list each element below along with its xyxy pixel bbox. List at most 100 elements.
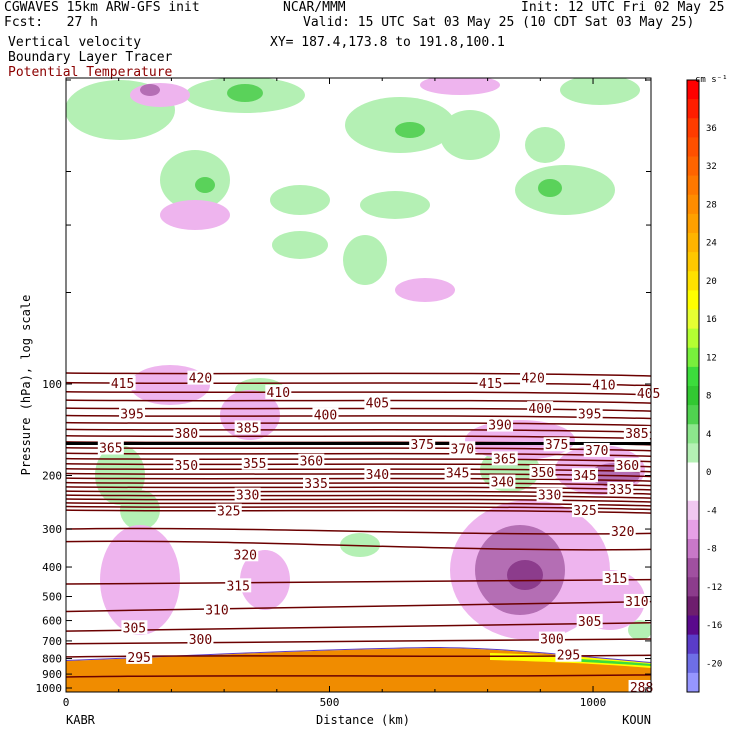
colorbar-tick-label: 36 (706, 124, 717, 134)
theta-label-bg (536, 487, 563, 502)
plot-frame (65, 77, 652, 693)
colorbar-swatch (687, 328, 699, 349)
theta-label-bg (538, 631, 565, 646)
theta-label-bg (364, 466, 391, 481)
init-time: Init: 12 UTC Fri 02 May 25 (521, 0, 725, 15)
theta-isentrope (66, 490, 651, 495)
theta-label: 420 (521, 372, 544, 387)
theta-isentrope (66, 463, 651, 468)
theta-label: 340 (366, 468, 389, 483)
field-potential-temperature: Potential Temperature (8, 65, 173, 80)
theta-label: 295 (127, 651, 150, 666)
colorbar-swatch (687, 672, 699, 693)
theta-label-bg (187, 631, 214, 646)
theta-label-bg (232, 547, 259, 562)
theta-label-bg (487, 417, 514, 432)
theta-label-bg (555, 647, 582, 662)
colorbar-swatch (687, 252, 699, 272)
theta-label: 325 (573, 504, 596, 519)
theta-label-bg (590, 377, 617, 392)
theta-label-bg (409, 437, 436, 452)
theta-label-bg (583, 442, 610, 457)
theta-label: 385 (625, 427, 648, 442)
theta-label-bg (635, 386, 662, 401)
colorbar-tick-label: -8 (706, 545, 717, 555)
theta-label-bg (614, 457, 641, 472)
theta-isentrope (66, 381, 651, 387)
y-tick-label: 500 (42, 590, 62, 603)
theta-label: 360 (300, 455, 323, 470)
theta-label: 400 (314, 409, 337, 424)
theta-label: 370 (451, 442, 474, 457)
colorbar-swatch (687, 80, 699, 100)
theta-label-bg (491, 451, 518, 466)
theta-label: 305 (123, 621, 146, 636)
theta-label-bg (609, 524, 636, 539)
theta-label: 395 (578, 408, 601, 423)
colorbar-swatch (687, 558, 699, 578)
colorbar-swatch (687, 596, 699, 616)
colorbar-tick-label: -12 (706, 583, 722, 593)
theta-isentrope (66, 638, 651, 645)
valid-time: Valid: 15 UTC Sat 03 May 25 (10 CDT Sat … (303, 15, 695, 30)
theta-isentrope (66, 435, 651, 440)
theta-isentrope (66, 578, 651, 585)
theta-label-bg (312, 407, 339, 422)
colorbar-tick-label: 12 (706, 353, 717, 363)
theta-label-bg (571, 503, 598, 518)
xy-endpoints: XY= 187.4,173.8 to 191.8,100.1 (270, 35, 505, 50)
colorbar-swatch (687, 405, 699, 425)
theta-label-bg (126, 649, 153, 664)
theta-isentrope (66, 527, 651, 535)
theta-label: 400 (528, 402, 551, 417)
colorbar-tick-label: 32 (706, 162, 717, 172)
theta-label-bg (234, 487, 261, 502)
y-tick-label: 100 (42, 378, 62, 391)
theta-label-bg (623, 593, 650, 608)
theta-label: 350 (531, 466, 554, 481)
y-tick-label: 400 (42, 561, 62, 574)
theta-label-bg (265, 384, 292, 399)
colorbar-swatch (687, 577, 699, 597)
colorbar-swatch (687, 462, 699, 483)
theta-label-bg (543, 437, 570, 452)
theta-label-bg (571, 468, 598, 483)
theta-label: 405 (637, 387, 660, 402)
colorbar-tick-label: -20 (706, 659, 722, 669)
theta-label: 415 (479, 377, 502, 392)
theta-label: 345 (446, 467, 469, 482)
field-boundary-layer-tracer: Boundary Layer Tracer (8, 50, 173, 65)
colorbar-swatch (687, 156, 699, 177)
theta-label: 300 (189, 633, 212, 648)
theta-label: 305 (578, 615, 601, 630)
theta-label-bg (121, 620, 148, 635)
theta-label-bg (576, 406, 603, 421)
theta-isentrope (66, 472, 651, 478)
theta-label-bg (449, 441, 476, 456)
theta-label: 375 (410, 438, 433, 453)
theta-isentrope (66, 390, 651, 396)
theta-label-bg (527, 401, 554, 416)
theta-label: 340 (491, 476, 514, 491)
colorbar-swatch (687, 99, 699, 119)
theta-label-bg (225, 578, 252, 593)
theta-isentrope (66, 457, 651, 463)
theta-label-bg (529, 464, 556, 479)
theta-isentrope (66, 509, 651, 514)
colorbar-tick-label: 4 (706, 430, 711, 440)
y-tick-label: 200 (42, 470, 62, 483)
model-title: CGWAVES 15km ARW-GFS init (4, 0, 200, 15)
theta-isentrope (66, 372, 651, 377)
forecast-hour: Fcst: 27 h (4, 15, 98, 30)
theta-isentrope (66, 505, 651, 511)
theta-label-bg (576, 614, 603, 629)
theta-label: 380 (175, 427, 198, 442)
theta-label-bg (444, 465, 471, 480)
x-tick-label: 500 (320, 696, 340, 709)
theta-label-bg (477, 376, 504, 390)
colorbar-tick-label: -4 (706, 506, 717, 516)
colorbar-swatch (687, 118, 699, 138)
colorbar-tick-label: 20 (706, 277, 717, 287)
